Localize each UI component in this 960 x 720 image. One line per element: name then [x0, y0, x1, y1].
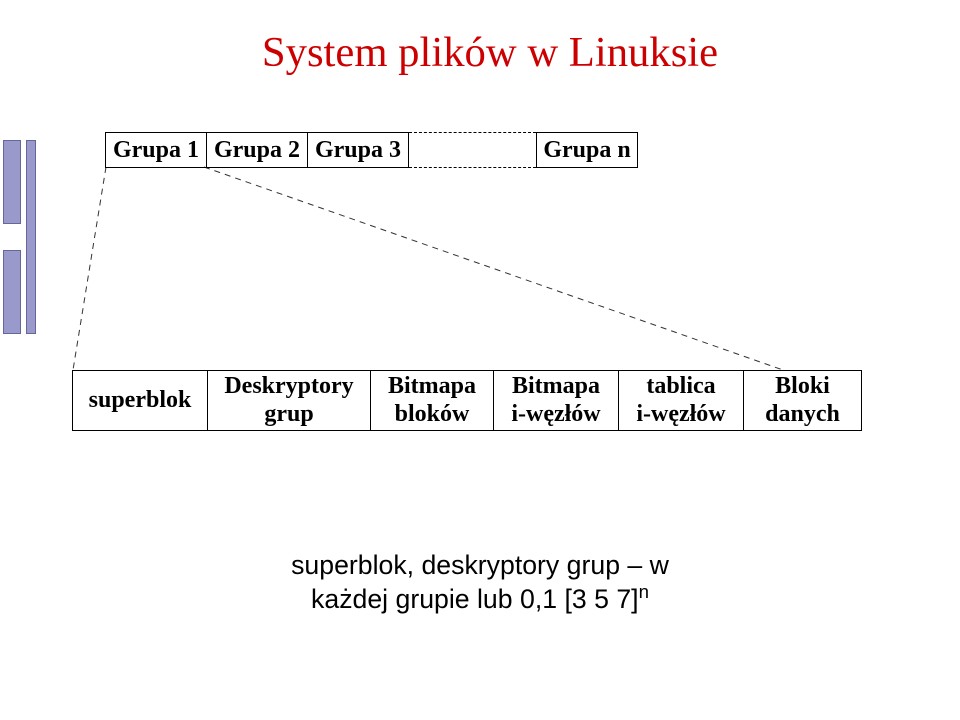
groups-table-inner: Grupa 1Grupa 2Grupa 3 Grupa n	[105, 132, 638, 168]
caption-line1: superblok, deskryptory grup – w	[291, 550, 669, 580]
groups-table: Grupa 1Grupa 2Grupa 3 Grupa n	[105, 132, 638, 168]
caption-line2-sup: n	[639, 581, 649, 602]
side-rect-0	[3, 140, 21, 224]
side-rect-2	[26, 140, 36, 334]
guide-line-1	[204, 167, 783, 370]
slide-title: System plików w Linuksie	[140, 28, 840, 77]
slide-root: System plików w Linuksie Grupa 1Grupa 2G…	[0, 0, 960, 720]
groups-cell: Grupa 1	[106, 133, 207, 168]
guide-line-0	[73, 167, 106, 370]
groups-gap-cell	[409, 133, 537, 168]
layout-cell: superblok	[73, 371, 208, 431]
group-layout-table-inner: superblokDeskryptorygrupBitmapablokówBit…	[72, 370, 862, 431]
side-rect-1	[3, 250, 21, 334]
layout-cell: Blokidanych	[744, 371, 862, 431]
group-layout-table: superblokDeskryptorygrupBitmapablokówBit…	[72, 370, 862, 431]
groups-cell: Grupa n	[537, 133, 638, 168]
groups-cell: Grupa 3	[308, 133, 409, 168]
slide-caption: superblok, deskryptory grup – w każdej g…	[250, 550, 710, 615]
layout-cell: tablicai-węzłów	[619, 371, 744, 431]
layout-cell: Deskryptorygrup	[208, 371, 371, 431]
layout-cell: Bitmapai-węzłów	[494, 371, 619, 431]
caption-line2-pre: każdej grupie lub 0,1 [3 5 7]	[311, 584, 639, 614]
layout-cell: Bitmapabloków	[371, 371, 494, 431]
groups-cell: Grupa 2	[207, 133, 308, 168]
